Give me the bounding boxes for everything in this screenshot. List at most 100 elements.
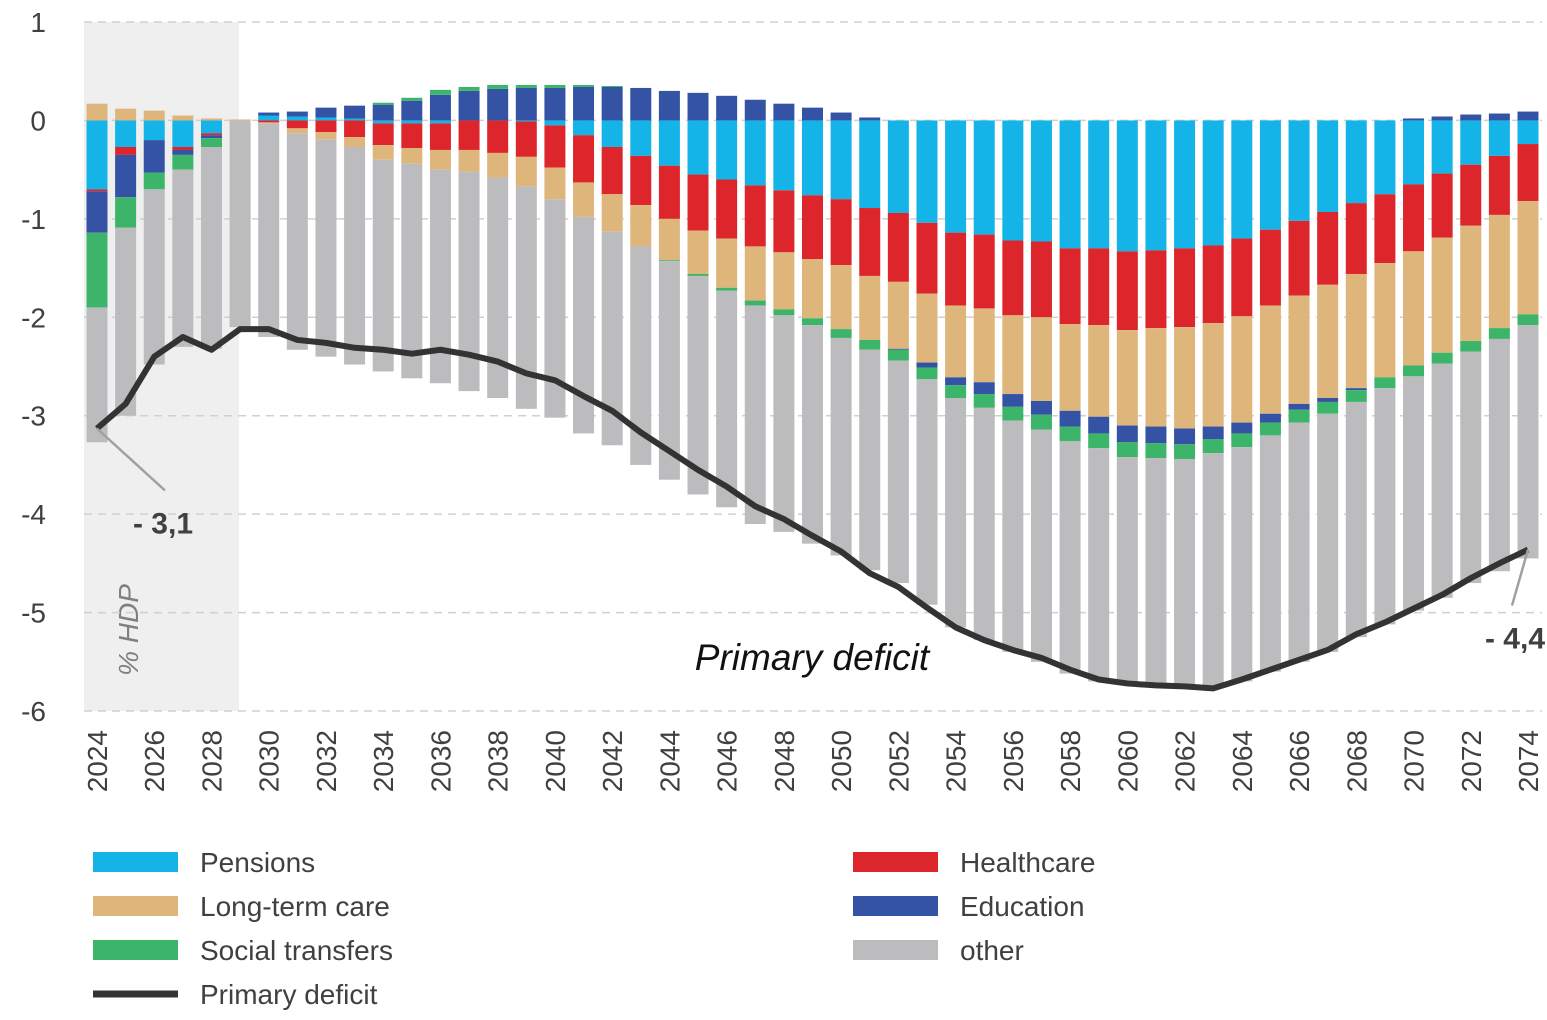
bar-segment	[1259, 413, 1281, 423]
legend-swatch	[853, 896, 938, 916]
bar-segment	[1460, 114, 1482, 121]
x-tick-label: 2056	[998, 730, 1029, 792]
bar-segment	[1231, 238, 1253, 317]
bar-segment	[773, 103, 795, 121]
bar-segment	[286, 120, 308, 129]
bar-segment	[487, 152, 509, 178]
bar-segment	[1145, 458, 1167, 687]
bar-segment	[315, 107, 337, 118]
bar-segment	[573, 216, 595, 434]
bar-segment	[1088, 416, 1110, 434]
bar-segment	[315, 132, 337, 140]
bar-segment	[1002, 315, 1024, 395]
bar-segment	[344, 105, 366, 119]
bar-segment	[1374, 120, 1396, 195]
bar-segment	[1403, 120, 1425, 185]
bar-segment	[258, 112, 280, 116]
bar-segment	[1259, 422, 1281, 436]
bar-segment	[859, 120, 881, 209]
line	[95, 326, 1530, 692]
x-tick-label: 2068	[1341, 730, 1372, 792]
bar-segment	[773, 252, 795, 310]
bar-segment	[859, 349, 881, 571]
bar-segment	[344, 120, 366, 138]
bar-segment	[1431, 352, 1453, 364]
bar-segment	[1517, 144, 1539, 202]
bar-segment	[1145, 426, 1167, 444]
x-tick-label: 2044	[654, 730, 685, 792]
bar-segment	[1059, 410, 1081, 427]
bar-segment	[1116, 330, 1138, 426]
bar-segment	[830, 120, 852, 200]
bar-segment	[115, 147, 137, 155]
bar-segment	[1030, 429, 1052, 662]
bar-segment	[773, 309, 795, 316]
bar-segment	[658, 90, 680, 121]
bar-segment	[859, 208, 881, 276]
bar-segment	[1202, 245, 1224, 324]
bar-segment	[687, 120, 709, 175]
bar-segment	[887, 349, 909, 361]
bar-segment	[1317, 413, 1339, 652]
bar-segment	[802, 107, 823, 121]
bar-segment	[1345, 401, 1367, 638]
bar-segment	[1002, 406, 1024, 421]
bar-segment	[200, 147, 222, 349]
bar-segment	[830, 337, 852, 556]
bar-segment	[429, 149, 451, 170]
bar-segment	[544, 125, 566, 168]
bar-segment	[229, 119, 251, 121]
bar-segment	[658, 260, 680, 262]
bar-segment	[429, 94, 451, 121]
bar-segment	[1403, 365, 1425, 377]
bar-segment	[258, 123, 280, 337]
bar-segment	[1431, 116, 1453, 121]
bar-segment	[687, 273, 709, 276]
legend-swatch	[93, 940, 178, 960]
bar-segment	[802, 120, 823, 196]
bar-segment	[401, 120, 423, 124]
bar-segment	[429, 89, 451, 95]
bar-segment	[1145, 120, 1167, 251]
bar-segment	[401, 147, 423, 164]
x-tick-label: 2062	[1170, 730, 1201, 792]
bar-segment	[372, 159, 394, 372]
y-tick-label: 0	[30, 105, 46, 136]
bar-segment	[172, 147, 194, 150]
bar-segment	[1259, 435, 1281, 672]
bar-segment	[1174, 459, 1196, 688]
bar-segment	[372, 102, 394, 105]
bar-segment	[115, 120, 137, 148]
bar-segment	[286, 111, 308, 117]
bar-segment	[916, 222, 938, 294]
bar-segment	[916, 120, 938, 223]
bar-segment	[802, 325, 823, 544]
bar-segment	[1403, 376, 1425, 611]
bar-segment	[172, 120, 194, 148]
legend-label: Healthcare	[960, 847, 1095, 878]
y-tick-label: -6	[21, 696, 46, 727]
bar-segment	[458, 171, 480, 392]
bar-segment	[973, 120, 995, 235]
bar-segment	[544, 199, 566, 418]
bar-segment	[601, 85, 623, 87]
bar-segment	[945, 305, 967, 378]
bar-segment	[1002, 120, 1024, 241]
bar-segment	[1460, 340, 1482, 352]
bar-segment	[1030, 414, 1052, 430]
y-tick-label: -2	[21, 302, 46, 333]
bar-segment	[1116, 442, 1138, 458]
bar-segment	[830, 199, 852, 266]
y-tick-label: -5	[21, 598, 46, 629]
bar-segment	[658, 120, 680, 166]
bar-segment	[744, 246, 766, 301]
bar-segment	[802, 318, 823, 326]
x-tick-label: 2030	[254, 730, 285, 792]
bar-segment	[143, 140, 165, 173]
x-tick-label: 2072	[1456, 730, 1487, 792]
bar-segment	[1002, 420, 1024, 652]
legend-label: Primary deficit	[200, 979, 378, 1010]
bar-segment	[258, 115, 280, 121]
bar-segment	[487, 88, 509, 121]
bar-segment	[1317, 397, 1339, 402]
